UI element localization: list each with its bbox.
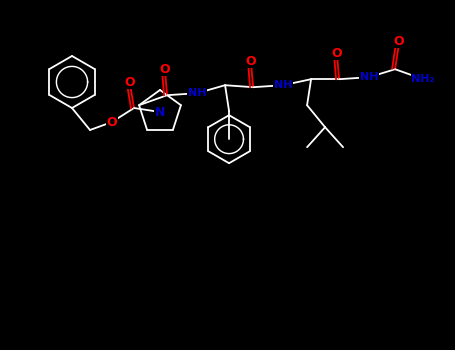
Text: NH: NH xyxy=(360,72,378,82)
Text: NH: NH xyxy=(274,80,292,90)
Text: NH: NH xyxy=(188,88,206,98)
Text: O: O xyxy=(246,55,256,68)
Text: O: O xyxy=(125,76,135,89)
Text: O: O xyxy=(332,47,343,60)
Text: NH₂: NH₂ xyxy=(411,74,435,84)
Text: O: O xyxy=(160,63,170,76)
Text: O: O xyxy=(394,35,404,48)
Text: N: N xyxy=(155,105,165,119)
Text: O: O xyxy=(106,116,117,128)
